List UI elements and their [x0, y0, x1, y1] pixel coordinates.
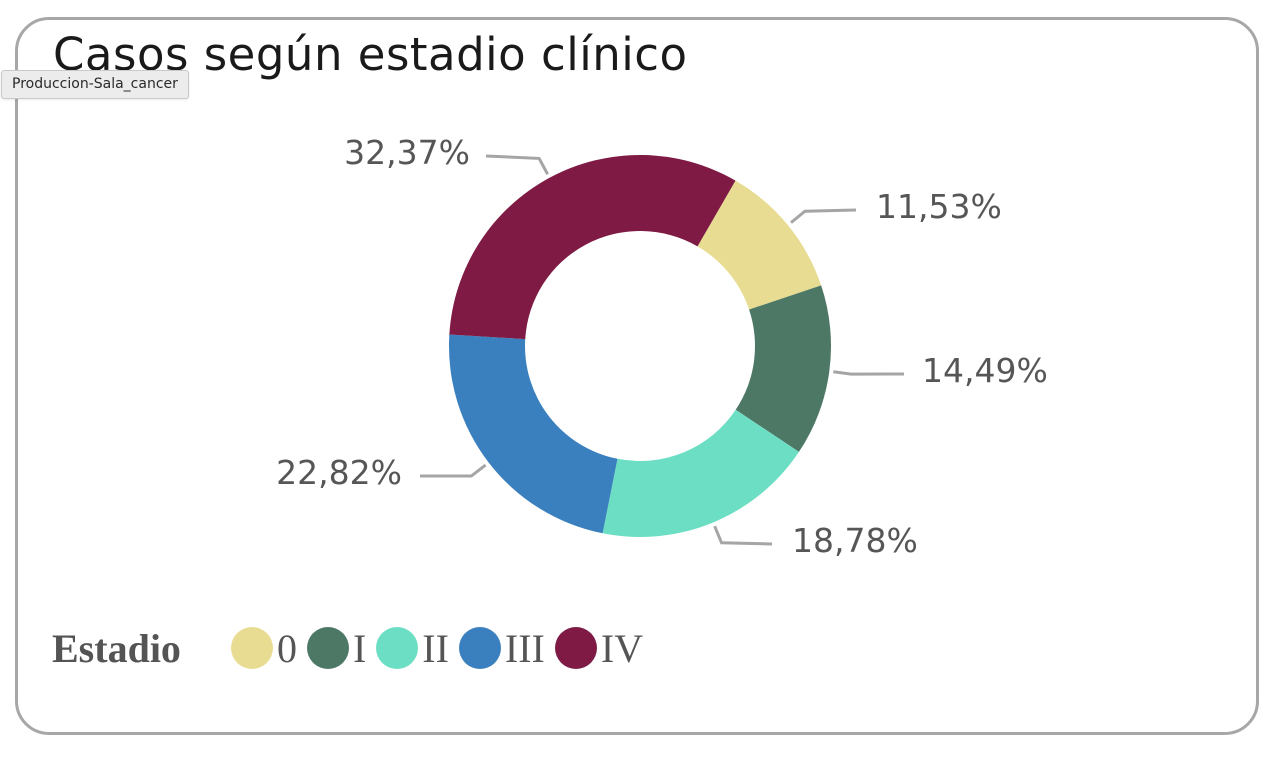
- legend-item[interactable]: II: [376, 625, 449, 672]
- tooltip: Produccion-Sala_cancer: [1, 70, 189, 99]
- legend-swatch: [306, 627, 349, 669]
- legend-item[interactable]: III: [458, 625, 545, 672]
- data-label: 14,49%: [922, 351, 1048, 390]
- data-label: 18,78%: [792, 521, 918, 560]
- legend-swatch: [230, 627, 273, 669]
- leader-line: [419, 463, 487, 478]
- legend-label: 0: [276, 625, 297, 671]
- legend-swatch: [458, 627, 501, 669]
- legend-item[interactable]: IV: [554, 625, 644, 672]
- legend-item[interactable]: 0: [230, 625, 297, 672]
- legend: Estadio 0 I II III IV: [52, 618, 653, 678]
- donut-slice[interactable]: [735, 285, 831, 452]
- legend-label: III: [504, 625, 545, 671]
- leader-line: [485, 154, 549, 175]
- data-label: 22,82%: [276, 453, 402, 492]
- donut-slice[interactable]: [697, 180, 822, 310]
- legend-item[interactable]: I: [306, 625, 367, 672]
- legend-title: Estadio: [52, 625, 181, 671]
- donut-slice[interactable]: [449, 334, 618, 534]
- donut-slice[interactable]: [449, 154, 736, 340]
- legend-label: II: [422, 625, 449, 671]
- legend-swatch: [376, 627, 419, 669]
- leader-line: [713, 525, 773, 546]
- data-label: 11,53%: [876, 187, 1002, 226]
- chart-card: [15, 17, 1259, 735]
- donut-slice[interactable]: [602, 409, 799, 537]
- leader-line: [790, 208, 857, 224]
- data-label: 32,37%: [344, 133, 470, 172]
- legend-label: I: [352, 625, 367, 671]
- leader-line: [833, 370, 905, 376]
- legend-swatch: [554, 627, 597, 669]
- legend-label: IV: [600, 625, 644, 671]
